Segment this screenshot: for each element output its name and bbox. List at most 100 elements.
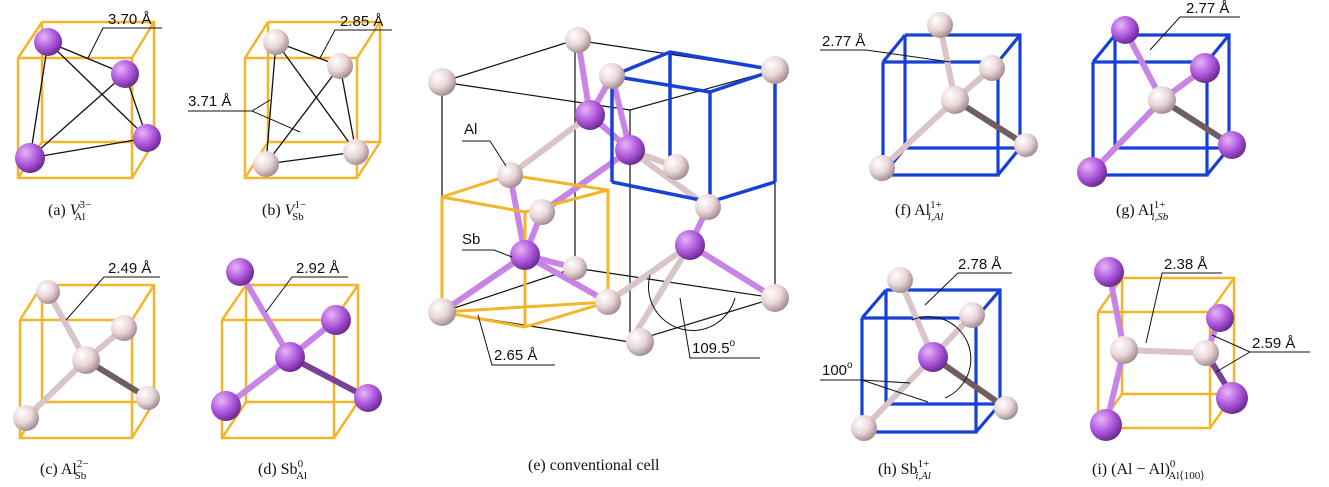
panel-i-al-dumbbell: 2.38 Å 2.59 Å (i) (Al − Al)0 Al⟨100⟩ [1090,256,1310,482]
sb-atom [211,391,241,421]
distance-label-c: 2.49 Å [108,260,151,277]
panel-g-al-interstitial-sb: 2.77 Å (g) Al1+ i,Sb [1077,0,1246,223]
distance-label-e: 2.65 Å [494,347,537,364]
distance-label-i-top: 2.38 Å [1164,256,1207,273]
al-atom [327,53,353,79]
sb-atom [918,342,948,372]
leader-d [265,276,348,313]
al-atom [136,386,160,410]
leader-f [820,49,951,63]
al-atom [927,12,953,38]
al-atom [869,155,895,181]
distance-label-f: 2.77 Å [822,33,865,50]
al-atom [994,396,1018,420]
sb-atom [1090,409,1122,441]
sb-atom [1094,257,1124,287]
sb-atom [1190,53,1220,83]
sb-atom [1216,382,1248,414]
distance-label-d: 2.92 Å [296,260,339,277]
sb-atom [34,28,62,56]
leader-c [65,276,160,321]
al-atom [979,55,1005,81]
angle-label-e: 109.5o [692,338,736,357]
panel-c-al-antisite: 2.49 Å (c) Al2− Sb [13,260,160,482]
al-atom [13,405,39,431]
sb-atom [111,60,139,88]
panel-a-al-vacancy: 3.70 Å (a) V3− Al [15,11,162,223]
caption-d: (d) Sb0 Al [258,458,307,482]
sb-atom [575,100,605,130]
blue-cell-e [610,50,777,204]
caption-f: (f) Al1+ i,Al [895,199,943,223]
distance-label-b-top: 2.85 Å [340,13,383,30]
distance-label-i-side: 2.59 Å [1252,335,1295,352]
caption-b: (b) V1− Sb [262,199,306,223]
sb-atom [1206,304,1234,332]
al-atom [529,199,555,225]
al-atom [428,68,456,96]
tetra-edges-a [29,41,148,159]
sb-atom [275,342,305,372]
leaders-i [1145,272,1310,373]
al-atom [497,162,523,188]
sb-atom [1218,131,1246,159]
bonds-d [223,269,371,409]
sb-atom [1111,16,1139,44]
leader-g [1149,16,1240,51]
sb-atom [133,124,161,152]
distance-label-b-side: 3.71 Å [188,93,231,110]
panel-d-sb-antisite: 2.92 Å (d) Sb0 Al [211,258,382,482]
al-atom [428,298,456,326]
caption-a: (a) V3− Al [48,199,91,223]
al-atom [595,289,621,315]
al-atom [695,194,721,220]
caption-e: (e) conventional cell [528,457,660,474]
sb-atom [675,230,705,260]
al-atom [761,284,789,312]
leaders-b [188,29,392,133]
panel-b-sb-vacancy: 2.85 Å 3.71 Å (b) V1− Sb [188,13,392,223]
al-atom [663,154,689,180]
al-atom [1014,133,1038,157]
caption-i: (i) (Al − Al)0 Al⟨100⟩ [1092,458,1205,482]
al-atom [626,328,654,356]
distance-label-h: 2.78 Å [958,256,1001,273]
al-atom [761,56,789,84]
caption-c: (c) Al2− Sb [40,458,89,482]
al-atom [1148,86,1176,114]
al-atom [72,346,100,374]
distance-label-a: 3.70 Å [108,11,151,28]
al-atom [36,280,60,304]
leaders-h [820,272,1012,403]
panel-e-conventional-cell: Al Sb 2.65 Å 109.5o (e) conventional cel… [428,27,789,474]
al-atom [887,267,913,293]
sb-atom [1077,157,1107,187]
sb-atom [321,305,351,335]
leader-a [87,27,162,59]
al-atom [253,151,279,177]
sb-atom [615,135,645,165]
sb-atom [510,240,540,270]
al-atom [263,29,289,55]
al-atom [851,415,877,441]
angle-label-h: 100o [822,360,853,379]
al-atom [565,27,591,53]
al-atom [343,139,369,165]
sb-atom [15,143,45,173]
sb-element-label: Sb [462,231,480,248]
distance-label-g: 2.77 Å [1186,0,1229,17]
al-atom [1193,340,1219,366]
panel-h-sb-interstitial: 2.78 Å 100o (h) Sb1+ i,Al [820,256,1018,482]
al-atom [111,315,137,341]
al-atom [959,302,985,328]
al-atom [1110,336,1138,364]
sb-atom [226,258,254,286]
al-atom [599,63,625,89]
sb-atom [354,384,382,412]
al-atom [941,86,969,114]
al-atom [563,256,587,280]
blue-cell-f [881,33,1022,177]
caption-g: (g) Al1+ i,Sb [1116,199,1169,223]
al-element-label: Al [464,121,477,138]
